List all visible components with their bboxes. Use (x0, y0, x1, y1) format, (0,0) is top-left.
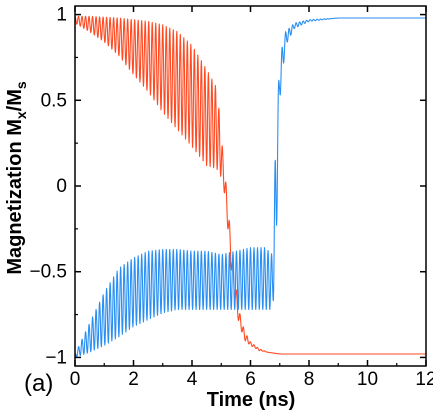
x-tick-label: 12 (415, 369, 433, 390)
y-tick-labels: −1 −0.5 0 0.5 1 (29, 5, 67, 369)
y-axis-title-sub-x: x (13, 111, 29, 119)
axis-ticks (74, 6, 427, 366)
y-axis-title-main: Magnetization M (4, 119, 26, 275)
y-tick-label: −1 (45, 347, 67, 368)
x-axis-title: Time (ns) (207, 389, 296, 411)
y-axis-title-slash: /M (4, 89, 26, 111)
x-tick-label: 10 (357, 369, 378, 390)
series-line-2 (74, 17, 427, 358)
y-tick-label: 0 (56, 176, 67, 197)
plot-frame (74, 5, 427, 367)
y-tick-label: −0.5 (29, 262, 67, 283)
y-axis-title-sub-s: s (13, 81, 29, 89)
y-tick-label: 1 (56, 5, 67, 26)
x-tick-labels: 0 2 4 6 8 10 12 (70, 369, 433, 390)
plot-lines (74, 15, 427, 358)
panel-label: (a) (24, 370, 53, 397)
y-tick-label: 0.5 (41, 90, 67, 111)
x-tick-label: 6 (245, 369, 256, 390)
x-tick-label: 0 (70, 369, 81, 390)
x-tick-label: 4 (187, 369, 198, 390)
x-tick-label: 2 (128, 369, 139, 390)
y-axis-title: Magnetization Mx/Ms (4, 81, 29, 275)
series-line-1 (74, 15, 427, 355)
x-tick-label: 8 (304, 369, 315, 390)
